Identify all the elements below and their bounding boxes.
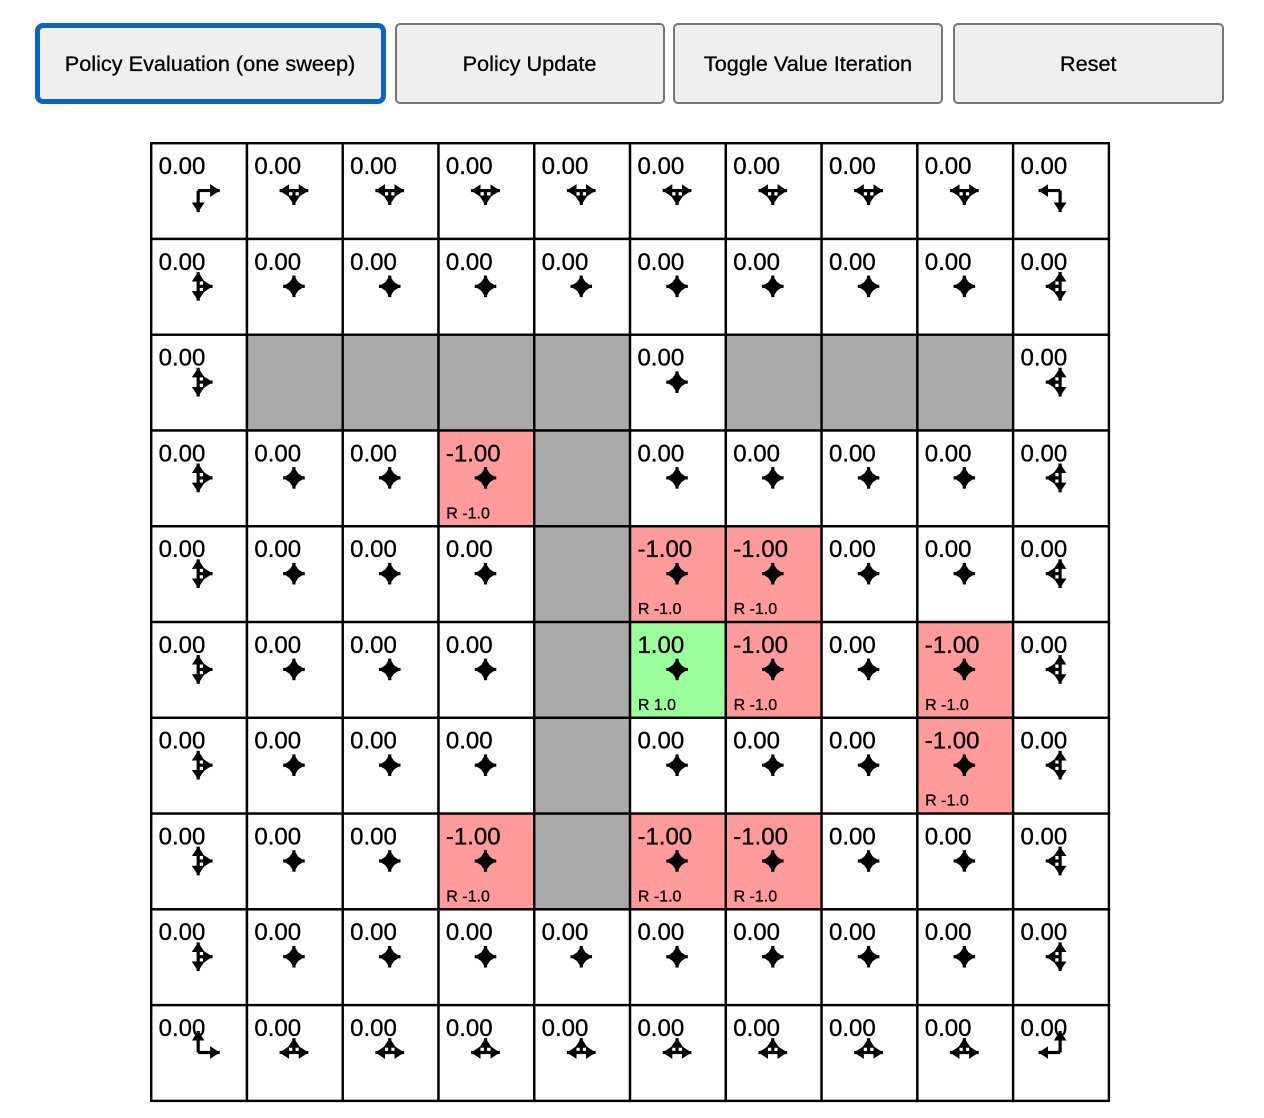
svg-text:0.00: 0.00 bbox=[254, 727, 301, 754]
svg-text:0.00: 0.00 bbox=[925, 440, 972, 467]
svg-text:-1.00: -1.00 bbox=[733, 536, 788, 563]
svg-text:0.00: 0.00 bbox=[350, 631, 397, 658]
svg-text:0.00: 0.00 bbox=[925, 536, 972, 563]
svg-text:-1.00: -1.00 bbox=[733, 631, 788, 658]
svg-text:0.00: 0.00 bbox=[350, 1014, 397, 1041]
svg-text:0.00: 0.00 bbox=[829, 248, 876, 275]
svg-text:0.00: 0.00 bbox=[1021, 823, 1068, 850]
svg-text:0.00: 0.00 bbox=[637, 440, 684, 467]
svg-text:0.00: 0.00 bbox=[350, 248, 397, 275]
svg-text:0.00: 0.00 bbox=[254, 1014, 301, 1041]
svg-text:R -1.0: R -1.0 bbox=[638, 888, 682, 905]
svg-text:0.00: 0.00 bbox=[1021, 248, 1068, 275]
svg-text:0.00: 0.00 bbox=[159, 536, 206, 563]
svg-text:0.00: 0.00 bbox=[159, 631, 206, 658]
svg-text:0.00: 0.00 bbox=[542, 153, 589, 180]
svg-text:0.00: 0.00 bbox=[254, 631, 301, 658]
svg-text:0.00: 0.00 bbox=[446, 1014, 493, 1041]
svg-text:0.00: 0.00 bbox=[925, 153, 972, 180]
svg-text:0.00: 0.00 bbox=[350, 536, 397, 563]
svg-text:1.00: 1.00 bbox=[637, 631, 684, 658]
svg-text:0.00: 0.00 bbox=[350, 440, 397, 467]
svg-text:R -1.0: R -1.0 bbox=[734, 601, 778, 618]
svg-text:R -1.0: R -1.0 bbox=[925, 792, 969, 809]
svg-text:0.00: 0.00 bbox=[446, 153, 493, 180]
svg-text:0.00: 0.00 bbox=[733, 153, 780, 180]
svg-text:0.00: 0.00 bbox=[446, 727, 493, 754]
svg-text:0.00: 0.00 bbox=[159, 248, 206, 275]
svg-text:0.00: 0.00 bbox=[1021, 344, 1068, 371]
svg-text:0.00: 0.00 bbox=[637, 727, 684, 754]
svg-text:0.00: 0.00 bbox=[637, 248, 684, 275]
svg-text:0.00: 0.00 bbox=[733, 919, 780, 946]
svg-text:0.00: 0.00 bbox=[542, 248, 589, 275]
svg-text:R -1.0: R -1.0 bbox=[446, 888, 490, 905]
svg-text:0.00: 0.00 bbox=[829, 153, 876, 180]
svg-text:-1.00: -1.00 bbox=[925, 631, 980, 658]
svg-text:0.00: 0.00 bbox=[637, 344, 684, 371]
svg-text:0.00: 0.00 bbox=[1021, 440, 1068, 467]
svg-text:R -1.0: R -1.0 bbox=[925, 696, 969, 713]
svg-text:0.00: 0.00 bbox=[542, 919, 589, 946]
svg-text:0.00: 0.00 bbox=[446, 248, 493, 275]
svg-text:0.00: 0.00 bbox=[254, 153, 301, 180]
svg-text:0.00: 0.00 bbox=[446, 631, 493, 658]
svg-text:0.00: 0.00 bbox=[254, 823, 301, 850]
svg-text:0.00: 0.00 bbox=[925, 248, 972, 275]
svg-text:0.00: 0.00 bbox=[159, 440, 206, 467]
svg-text:R 1.0: R 1.0 bbox=[638, 696, 676, 713]
svg-text:0.00: 0.00 bbox=[159, 823, 206, 850]
svg-text:0.00: 0.00 bbox=[733, 440, 780, 467]
svg-text:0.00: 0.00 bbox=[254, 440, 301, 467]
svg-text:0.00: 0.00 bbox=[925, 823, 972, 850]
svg-text:0.00: 0.00 bbox=[733, 248, 780, 275]
svg-text:-1.00: -1.00 bbox=[925, 727, 980, 754]
svg-text:0.00: 0.00 bbox=[829, 1014, 876, 1041]
svg-text:0.00: 0.00 bbox=[829, 727, 876, 754]
svg-text:R -1.0: R -1.0 bbox=[446, 505, 490, 522]
svg-text:0.00: 0.00 bbox=[829, 536, 876, 563]
svg-text:0.00: 0.00 bbox=[637, 919, 684, 946]
svg-text:0.00: 0.00 bbox=[159, 1014, 206, 1041]
svg-text:0.00: 0.00 bbox=[254, 536, 301, 563]
svg-text:0.00: 0.00 bbox=[829, 823, 876, 850]
svg-text:0.00: 0.00 bbox=[446, 536, 493, 563]
svg-text:0.00: 0.00 bbox=[733, 1014, 780, 1041]
svg-text:0.00: 0.00 bbox=[925, 1014, 972, 1041]
svg-text:0.00: 0.00 bbox=[637, 1014, 684, 1041]
svg-text:0.00: 0.00 bbox=[350, 823, 397, 850]
svg-text:-1.00: -1.00 bbox=[446, 823, 501, 850]
svg-text:0.00: 0.00 bbox=[1021, 727, 1068, 754]
svg-text:0.00: 0.00 bbox=[1021, 919, 1068, 946]
svg-text:0.00: 0.00 bbox=[1021, 536, 1068, 563]
svg-text:R -1.0: R -1.0 bbox=[638, 601, 682, 618]
svg-text:R -1.0: R -1.0 bbox=[734, 888, 778, 905]
svg-text:0.00: 0.00 bbox=[733, 727, 780, 754]
svg-text:R -1.0: R -1.0 bbox=[734, 696, 778, 713]
svg-text:0.00: 0.00 bbox=[254, 248, 301, 275]
svg-text:0.00: 0.00 bbox=[350, 919, 397, 946]
svg-text:-1.00: -1.00 bbox=[446, 440, 501, 467]
svg-text:0.00: 0.00 bbox=[159, 919, 206, 946]
svg-text:0.00: 0.00 bbox=[159, 344, 206, 371]
svg-text:0.00: 0.00 bbox=[637, 153, 684, 180]
svg-text:0.00: 0.00 bbox=[159, 727, 206, 754]
svg-text:-1.00: -1.00 bbox=[733, 823, 788, 850]
svg-text:0.00: 0.00 bbox=[350, 727, 397, 754]
svg-text:0.00: 0.00 bbox=[542, 1014, 589, 1041]
svg-text:0.00: 0.00 bbox=[350, 153, 397, 180]
svg-text:0.00: 0.00 bbox=[1021, 1014, 1068, 1041]
svg-text:0.00: 0.00 bbox=[829, 631, 876, 658]
svg-text:0.00: 0.00 bbox=[159, 153, 206, 180]
svg-text:-1.00: -1.00 bbox=[637, 823, 692, 850]
svg-text:0.00: 0.00 bbox=[1021, 153, 1068, 180]
svg-text:0.00: 0.00 bbox=[446, 919, 493, 946]
svg-text:0.00: 0.00 bbox=[254, 919, 301, 946]
svg-text:-1.00: -1.00 bbox=[637, 536, 692, 563]
svg-text:0.00: 0.00 bbox=[829, 919, 876, 946]
svg-text:0.00: 0.00 bbox=[925, 919, 972, 946]
svg-text:0.00: 0.00 bbox=[1021, 631, 1068, 658]
svg-text:0.00: 0.00 bbox=[829, 440, 876, 467]
